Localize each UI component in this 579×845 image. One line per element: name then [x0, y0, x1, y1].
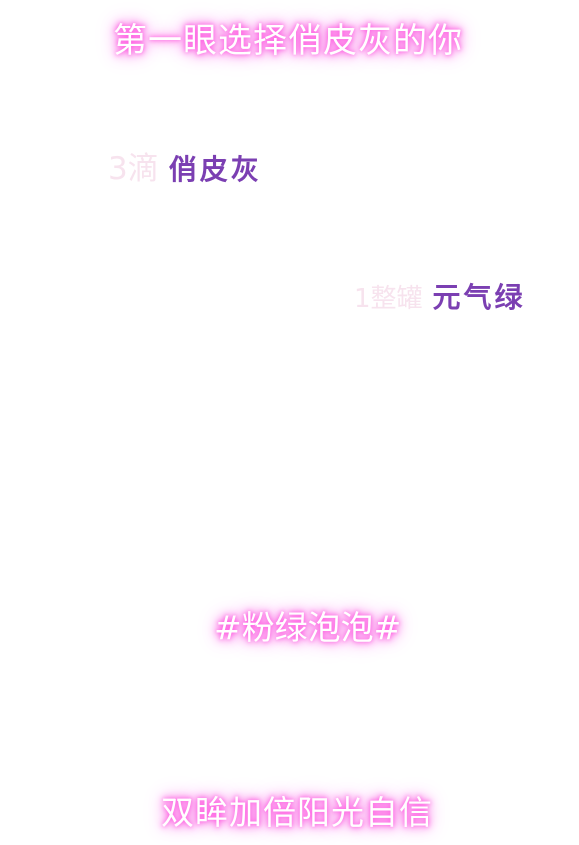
- recipe-quantity: 3滴: [108, 151, 159, 187]
- page-title: 第一眼选择俏皮灰的你: [113, 21, 463, 61]
- recipe-quantity: 1整罐: [354, 284, 423, 314]
- recipe-line-2: 1整罐 元气绿: [354, 276, 526, 316]
- recipe-line-1: 3滴 俏皮灰: [108, 143, 262, 188]
- recipe-color-name: 元气绿: [432, 281, 526, 314]
- tagline: 双眸加倍阳光自信: [161, 793, 433, 832]
- recipe-color-name: 俏皮灰: [168, 153, 262, 186]
- hashtag-label: #粉绿泡泡#: [214, 608, 402, 647]
